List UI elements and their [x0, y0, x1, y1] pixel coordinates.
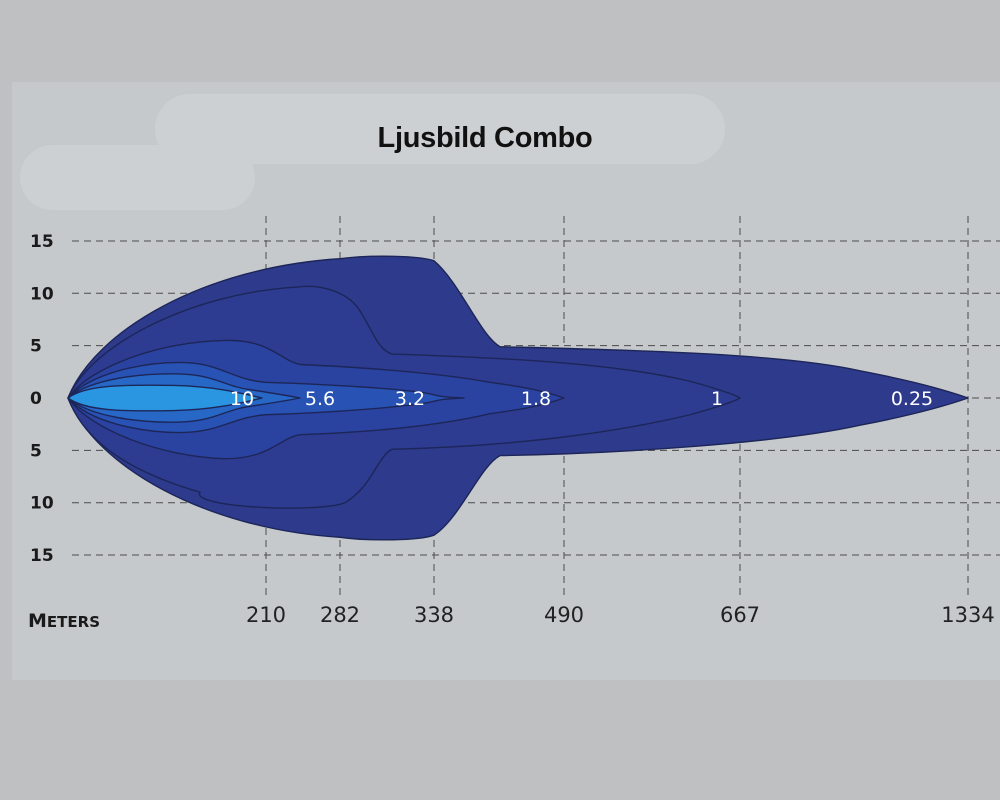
zone-label-5-6: 5.6	[305, 388, 335, 410]
x-axis-label: METERS	[28, 610, 100, 632]
y-tick-label: 15	[30, 232, 54, 252]
zone-label-1: 1	[711, 388, 723, 410]
y-tick-label: 0	[30, 389, 42, 409]
x-tick-label: 210	[246, 603, 286, 627]
zone-label-0-25: 0.25	[891, 388, 933, 410]
x-tick-label: 667	[720, 603, 760, 627]
zone-label-10: 10	[230, 388, 254, 410]
y-tick-label: 15	[30, 546, 54, 566]
y-tick-label: 5	[30, 337, 42, 357]
x-tick-label: 490	[544, 603, 584, 627]
title-backdrop-secondary	[20, 145, 255, 210]
title-backdrop	[155, 94, 725, 164]
zone-label-3-2: 3.2	[395, 388, 425, 410]
zone-10	[67, 384, 263, 412]
y-tick-label: 10	[30, 284, 54, 304]
zone-label-1-8: 1.8	[521, 388, 551, 410]
y-tick-label: 5	[30, 441, 42, 461]
y-tick-label: 10	[30, 494, 54, 514]
x-tick-label: 282	[320, 603, 360, 627]
x-tick-label: 1334	[941, 603, 994, 627]
chart-title: Ljusbild Combo	[377, 122, 593, 154]
x-tick-label: 338	[414, 603, 454, 627]
